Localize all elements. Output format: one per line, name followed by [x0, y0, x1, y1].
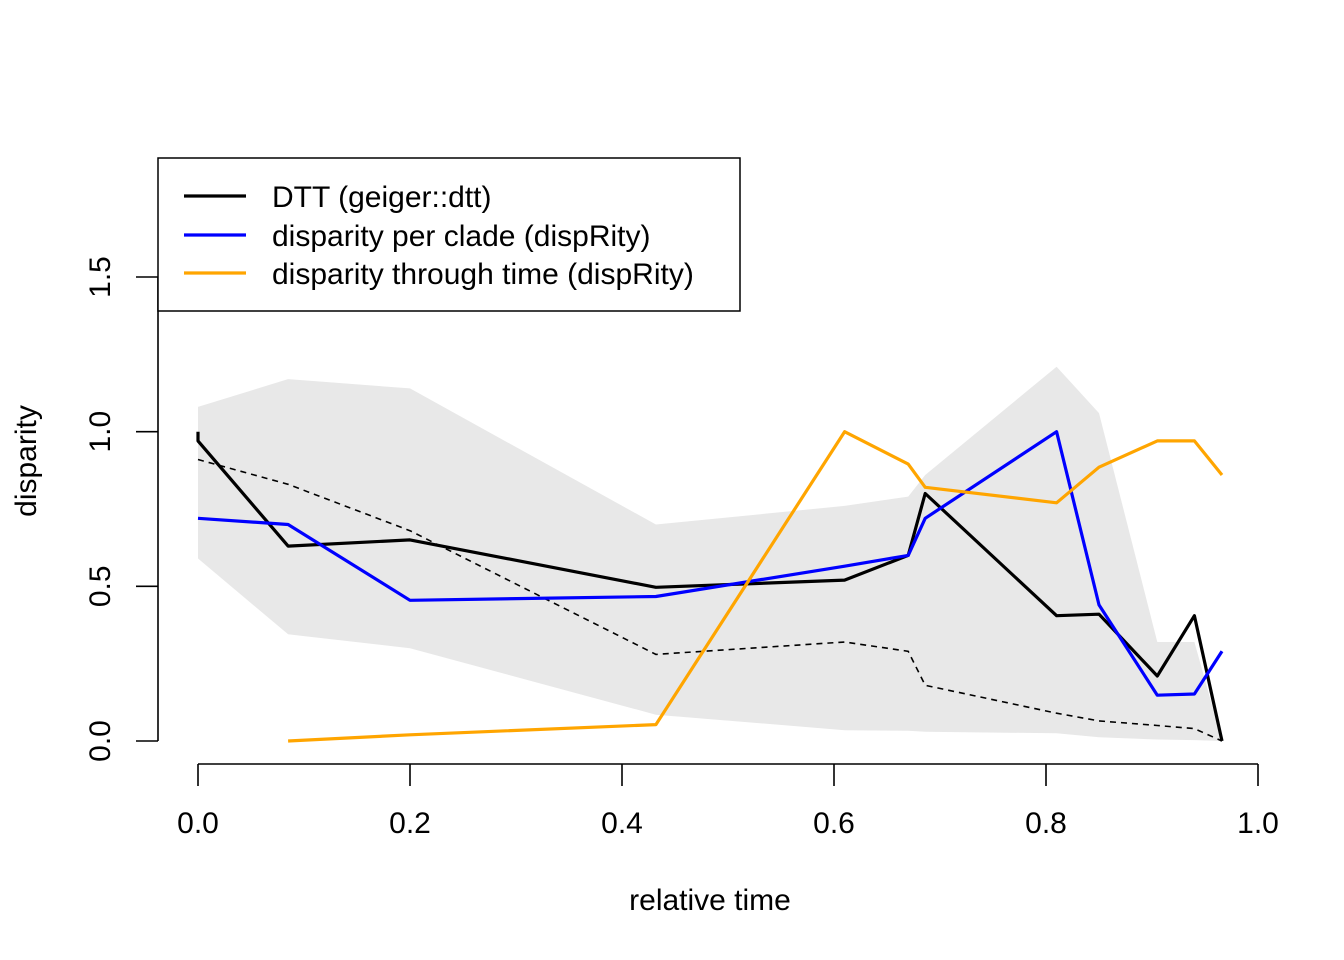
- reference-layer: [197, 458, 1223, 742]
- y-tick-label: 1.0: [84, 411, 117, 453]
- x-tick-label: 0.6: [813, 807, 855, 840]
- y-axis-title: disparity: [10, 405, 43, 517]
- series-line-disparity-through-time: [288, 430, 1224, 743]
- legend-label-disparity-per-clade: disparity per clade (dispRity): [272, 220, 650, 253]
- y-tick-label: 0.0: [84, 720, 117, 762]
- x-tick-label: 0.8: [1025, 807, 1067, 840]
- reference-line-dashed: [197, 458, 1223, 742]
- x-axis-title: relative time: [629, 884, 791, 917]
- legend-label-dtt: DTT (geiger::dtt): [272, 181, 492, 214]
- legend-box: [157, 157, 741, 312]
- axes-layer: 0.0 0.2 0.4 0.6 0.8 1.0 0.0 0.5 1.0 1.5: [84, 256, 1279, 840]
- x-tick-label: 0.2: [389, 807, 431, 840]
- x-tick-label: 0.4: [601, 807, 643, 840]
- series-layer: [196, 430, 1224, 743]
- x-tick-label: 0.0: [177, 807, 219, 840]
- series-line-disparity-per-clade: [197, 430, 1224, 697]
- x-tick-label: 1.0: [1237, 807, 1279, 840]
- confidence-envelope: [198, 366, 1222, 741]
- y-tick-label: 1.5: [84, 256, 117, 298]
- legend-label-disparity-through-time: disparity through time (dispRity): [272, 258, 694, 291]
- y-tick-label: 0.5: [84, 565, 117, 607]
- legend: DTT (geiger::dtt) disparity per clade (d…: [157, 157, 741, 312]
- envelope-layer: [198, 366, 1222, 741]
